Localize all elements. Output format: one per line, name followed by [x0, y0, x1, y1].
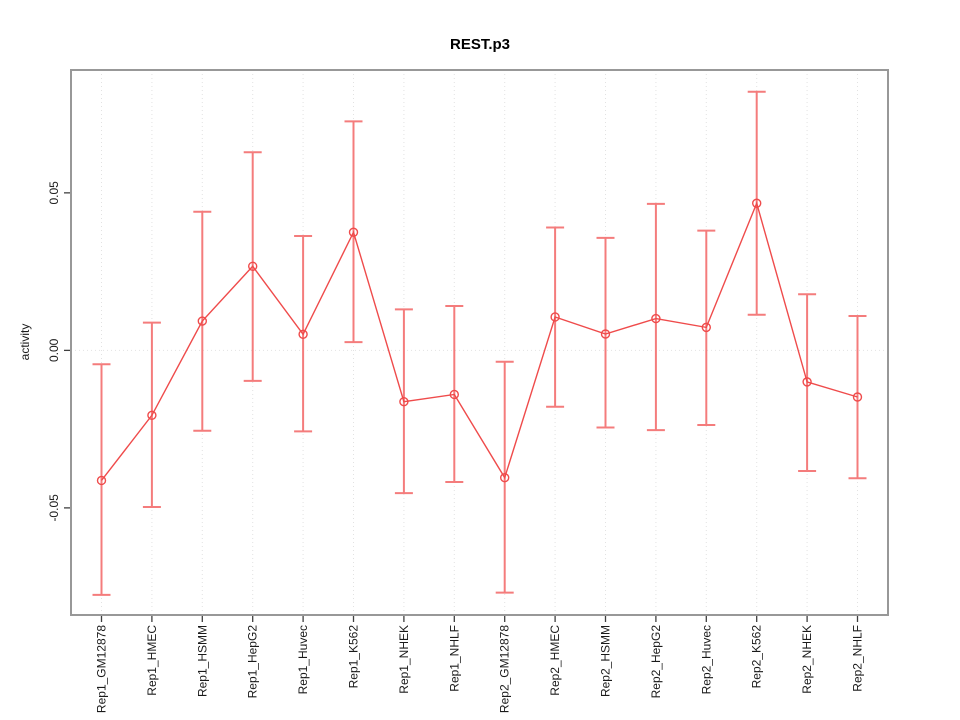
x-axis-tick-label: Rep2_HMEC — [548, 625, 562, 696]
x-axis-tick-label: Rep1_GM12878 — [95, 625, 109, 713]
data-point — [147, 410, 157, 420]
x-axis-tick-label: Rep1_K562 — [347, 625, 361, 689]
y-axis-tick-label: 0.00 — [47, 338, 61, 362]
x-axis-tick-label: Rep1_NHLF — [447, 625, 461, 692]
chart-title: REST.p3 — [449, 36, 510, 53]
x-axis-tick-label: Rep2_HepG2 — [649, 625, 663, 699]
data-point — [802, 377, 812, 387]
data-point — [399, 397, 409, 407]
x-axis-tick-label: Rep1_NHEK — [397, 625, 411, 694]
x-axis-tick-label: Rep2_NHLF — [851, 625, 865, 692]
x-axis-tick-label: Rep2_NHEK — [800, 625, 814, 694]
x-axis-tick-label: Rep1_HSMM — [195, 625, 209, 697]
data-point — [449, 389, 459, 400]
data-point — [298, 329, 308, 340]
data-point — [500, 472, 510, 483]
data-point — [701, 322, 711, 333]
x-axis-tick-label: Rep2_Huvec — [699, 625, 713, 694]
data-point — [96, 475, 107, 486]
y-axis-tick-label: 0.05 — [47, 181, 61, 205]
x-axis-tick-label: Rep1_Huvec — [296, 625, 310, 694]
data-point — [752, 198, 762, 208]
data-point — [852, 392, 863, 402]
x-axis-tick-label: Rep1_HepG2 — [246, 625, 260, 699]
data-point — [348, 227, 359, 237]
data-point — [247, 261, 258, 271]
x-axis-tick-label: Rep2_HSMM — [599, 625, 613, 697]
x-axis-tick-label: Rep2_K562 — [750, 625, 764, 689]
plot-border — [70, 69, 889, 616]
y-axis-tick-label: -0.05 — [47, 494, 61, 522]
data-point — [550, 312, 560, 322]
x-axis-tick-label: Rep2_GM12878 — [498, 625, 512, 713]
x-axis-tick-label: Rep1_HMEC — [145, 625, 159, 696]
series-line — [100, 201, 858, 481]
data-point — [651, 313, 661, 324]
data-point — [600, 329, 611, 339]
data-point — [197, 316, 208, 326]
